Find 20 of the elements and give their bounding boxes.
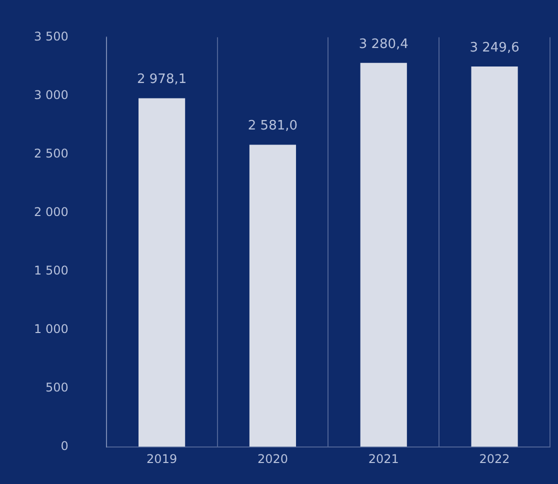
bar — [471, 66, 518, 447]
x-tick-label: 2022 — [479, 452, 510, 466]
y-tick-label: 3 000 — [34, 88, 68, 102]
y-tick-label: 0 — [60, 438, 68, 453]
data-label: 3 249,6 — [470, 40, 520, 56]
x-tick-label: 2020 — [257, 452, 288, 466]
y-tick-label: 1 000 — [34, 322, 68, 336]
data-label: 2 581,0 — [248, 118, 298, 134]
bar — [360, 62, 407, 447]
y-tick-label: 3 500 — [34, 29, 68, 44]
y-tick-label: 500 — [45, 380, 68, 394]
bar — [249, 144, 296, 447]
y-tick-label: 2 500 — [34, 146, 68, 160]
data-label: 3 280,4 — [358, 36, 408, 52]
bar — [138, 98, 186, 447]
x-tick-label: 2019 — [146, 452, 178, 466]
y-tick-label: 2 000 — [34, 204, 68, 219]
x-tick-label: 2021 — [368, 452, 399, 466]
y-tick-label: 1 500 — [34, 263, 68, 278]
data-label: 2 978,1 — [136, 72, 187, 88]
